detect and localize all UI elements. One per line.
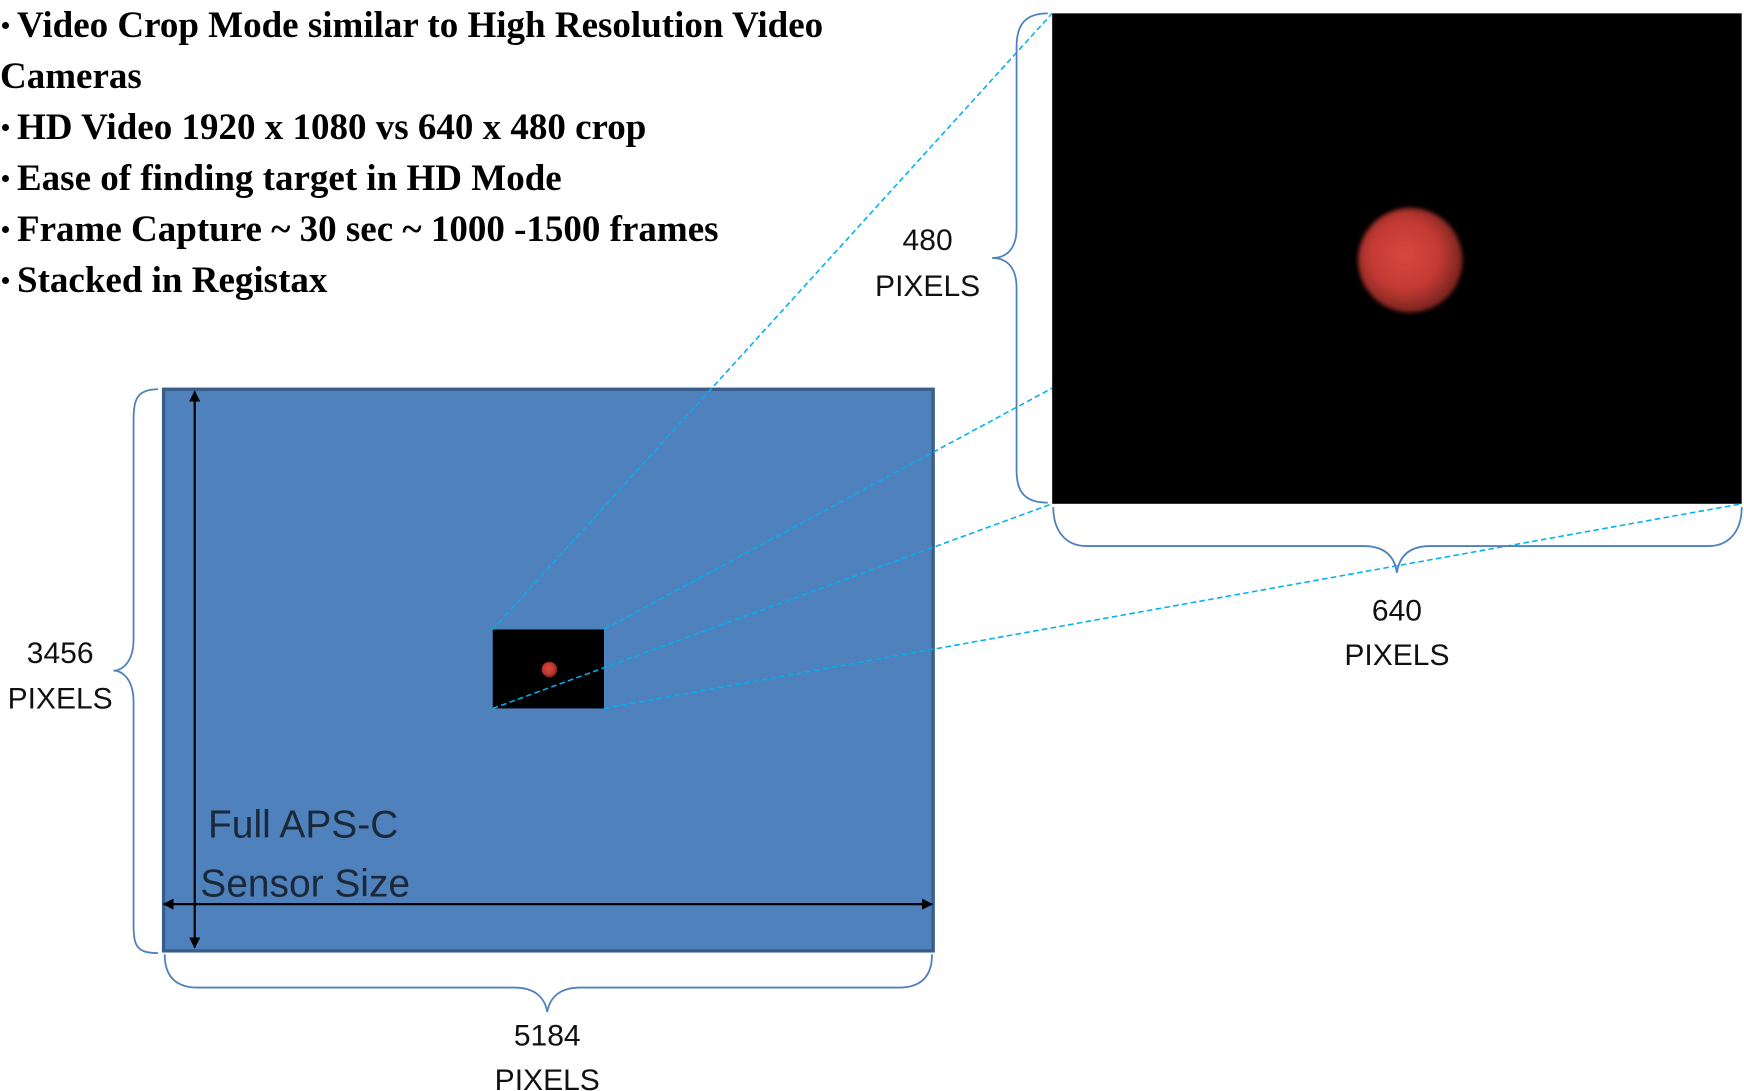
dimension-value: 5184 xyxy=(514,1019,581,1052)
brace xyxy=(114,389,158,953)
brace xyxy=(165,954,932,1012)
slide: Full APS-C Sensor Size 480 PIXELS 3456 P… xyxy=(0,0,1744,1091)
sensor-label: Full APS-C xyxy=(208,803,398,846)
bullet-dot xyxy=(2,22,9,29)
bullet-item: Ease of finding target in HD Mode xyxy=(0,153,960,204)
bullet-list: Video Crop Mode similar to High Resoluti… xyxy=(0,0,960,306)
bullet-dot xyxy=(2,124,9,131)
bullet-item: Video Crop Mode similar to High Resoluti… xyxy=(0,0,960,102)
sensor-label: Sensor Size xyxy=(200,862,410,905)
mars-large xyxy=(1358,208,1463,313)
bullet-text: Frame Capture ~ 30 sec ~ 1000 -1500 fram… xyxy=(17,209,719,250)
brace xyxy=(1053,507,1741,573)
mars-small xyxy=(542,662,558,678)
bullet-dot xyxy=(2,175,9,182)
dimension-unit: PIXELS xyxy=(495,1064,600,1091)
bullet-text: Stacked in Registax xyxy=(17,260,327,301)
bullet-item: Stacked in Registax xyxy=(0,255,960,306)
bullet-item: HD Video 1920 x 1080 vs 640 x 480 crop xyxy=(0,102,960,153)
bullet-text: Video Crop Mode similar to High Resoluti… xyxy=(0,5,823,97)
bullet-dot xyxy=(2,277,9,284)
bullet-item: Frame Capture ~ 30 sec ~ 1000 -1500 fram… xyxy=(0,204,960,255)
bullet-dot xyxy=(2,226,9,233)
dimension-value: 640 xyxy=(1372,595,1422,628)
brace xyxy=(992,13,1048,502)
bullet-text: HD Video 1920 x 1080 vs 640 x 480 crop xyxy=(17,107,646,148)
bullet-text: Ease of finding target in HD Mode xyxy=(17,158,562,199)
dimension-value: 3456 xyxy=(27,637,94,670)
dimension-unit: PIXELS xyxy=(8,682,113,715)
dimension-unit: PIXELS xyxy=(1344,639,1449,672)
